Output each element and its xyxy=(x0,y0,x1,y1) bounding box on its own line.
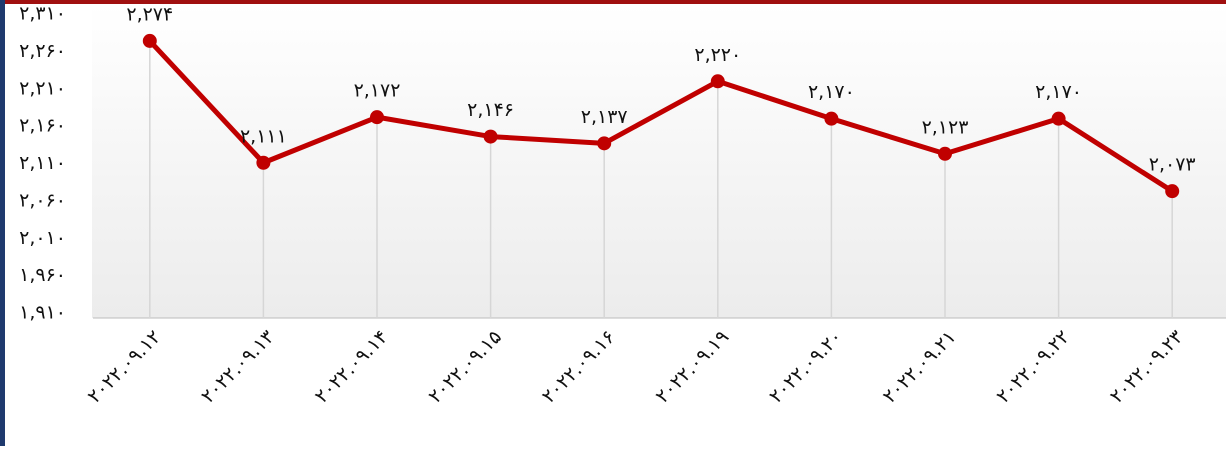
y-tick-label: ۲,۱۶۰ xyxy=(19,115,66,137)
point xyxy=(710,74,725,89)
data-label: ۲,۱۷۲ xyxy=(354,80,401,102)
y-tick-label: ۲,۱۱۰ xyxy=(19,152,66,174)
left-bar xyxy=(0,0,5,446)
point xyxy=(1165,184,1180,199)
point xyxy=(1051,111,1066,126)
data-label: ۲,۱۴۶ xyxy=(467,99,514,121)
y-tick-label: ۲,۲۱۰ xyxy=(19,77,66,99)
data-label: ۲,۲۷۴ xyxy=(126,3,173,25)
data-label: ۲,۱۳۷ xyxy=(581,106,628,128)
point xyxy=(938,146,952,161)
data-label: ۲,۱۱۱ xyxy=(240,125,287,147)
point xyxy=(597,136,612,151)
data-label: ۲,۲۲۰ xyxy=(694,44,741,66)
point xyxy=(142,33,157,48)
y-tick-label: ۲,۰۱۰ xyxy=(19,227,66,249)
data-label: ۲,۱۷۰ xyxy=(1035,81,1082,103)
point xyxy=(824,111,839,126)
data-label: ۲,۱۲۳ xyxy=(922,116,969,138)
point xyxy=(256,155,271,170)
plot-area xyxy=(92,4,1226,318)
y-tick-label: ۱,۹۶۰ xyxy=(19,264,66,286)
y-tick-label: ۱,۹۱۰ xyxy=(19,302,66,324)
point xyxy=(370,110,384,125)
y-tick-label: ۲,۲۶۰ xyxy=(19,40,66,62)
top-bar xyxy=(0,0,1226,4)
point xyxy=(483,129,498,144)
y-tick-label: ۲,۳۱۰ xyxy=(19,3,66,25)
data-label: ۲,۱۷۰ xyxy=(808,81,855,103)
line xyxy=(147,39,1174,194)
y-tick-label: ۲,۰۶۰ xyxy=(19,189,66,211)
data-label: ۲,۰۷۳ xyxy=(1149,154,1196,176)
